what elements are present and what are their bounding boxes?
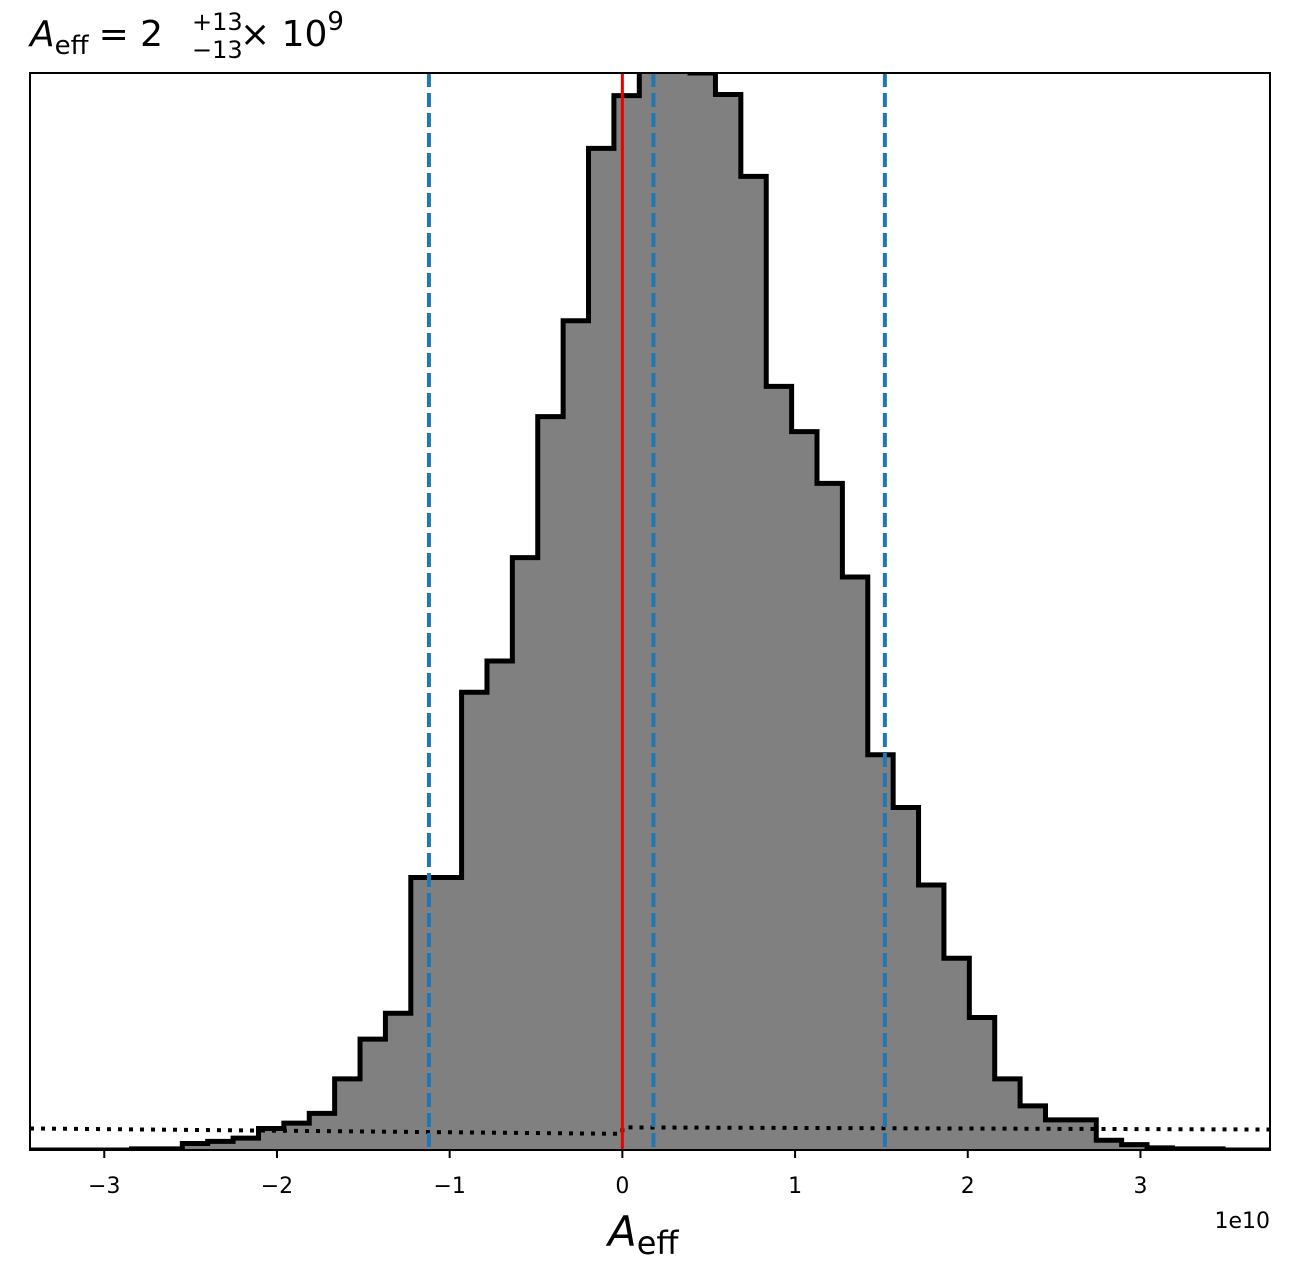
histogram-bar (690, 73, 716, 1150)
x-tick-label: 0 (615, 1174, 629, 1199)
x-axis-label: Aeff (605, 1207, 679, 1262)
x-tick-label: −2 (261, 1174, 293, 1199)
histogram-bar (512, 557, 539, 1150)
histogram-bar (1070, 1119, 1097, 1150)
x-tick-label: 2 (961, 1174, 975, 1199)
title-subscript: eff (55, 31, 90, 61)
histogram-bar (766, 386, 793, 1150)
title-sup: +13 (192, 8, 243, 36)
histogram-bar (233, 1138, 259, 1150)
title-equals: = 2 (99, 14, 164, 55)
x-tick-label: −1 (433, 1174, 465, 1199)
histogram-bar (309, 1113, 336, 1150)
histogram-bar (283, 1123, 310, 1150)
plot-area (30, 73, 1270, 1150)
histogram-bar (537, 416, 564, 1150)
histogram-bar (1045, 1119, 1072, 1150)
histogram-bar (182, 1143, 209, 1150)
title-symbol: A (28, 14, 55, 55)
title-sub: −13 (192, 36, 243, 64)
svg-text:× 109: × 109 (240, 7, 344, 55)
histogram-bar (817, 483, 843, 1150)
histogram-bar (715, 94, 742, 1150)
title-exponent: 9 (327, 7, 344, 37)
x-tick-label: 3 (1133, 1174, 1147, 1199)
histogram-bar (1020, 1105, 1046, 1150)
histogram-bar (918, 885, 945, 1150)
x-tick-label: 1 (788, 1174, 802, 1199)
axes-frame (29, 72, 1271, 1151)
title-times: × 10 (240, 14, 327, 55)
histogram-outline (30, 73, 1270, 1150)
histogram-bar (461, 692, 488, 1150)
histogram-bar (436, 877, 463, 1150)
histogram-bar (791, 431, 818, 1150)
histogram-bar (1121, 1144, 1148, 1150)
histogram-bar (740, 176, 767, 1150)
histogram-bar (385, 1013, 412, 1150)
histogram-bar (486, 661, 513, 1150)
histogram-bar (613, 95, 640, 1150)
svg-text:Aeff= 2: Aeff = 2 (28, 14, 163, 61)
x-offset-label: 1e10 (1214, 1209, 1270, 1234)
chart-title: Aeff = 2 +13 −13 × 109 (28, 7, 344, 64)
histogram-bar (664, 73, 691, 1150)
x-axis-ticks: −3 −2 −1 0 1 2 3 (88, 1150, 1147, 1199)
xlabel-symbol: A (605, 1207, 637, 1256)
histogram-bar (994, 1078, 1021, 1150)
histogram-bar (410, 877, 437, 1150)
histogram-bar (207, 1141, 234, 1150)
histogram-bar (1096, 1140, 1123, 1150)
x-tick-label: −3 (88, 1174, 120, 1199)
histogram-bar (563, 320, 590, 1150)
histogram-bar (588, 148, 615, 1150)
xlabel-subscript: eff (637, 1224, 680, 1262)
histogram-bar (867, 754, 894, 1150)
histogram-bar (842, 577, 869, 1150)
histogram-bar (639, 73, 666, 1150)
histogram-bar (943, 958, 970, 1150)
histogram-bar (893, 807, 920, 1150)
histogram-bar (334, 1078, 361, 1150)
histogram-bar (258, 1128, 285, 1150)
